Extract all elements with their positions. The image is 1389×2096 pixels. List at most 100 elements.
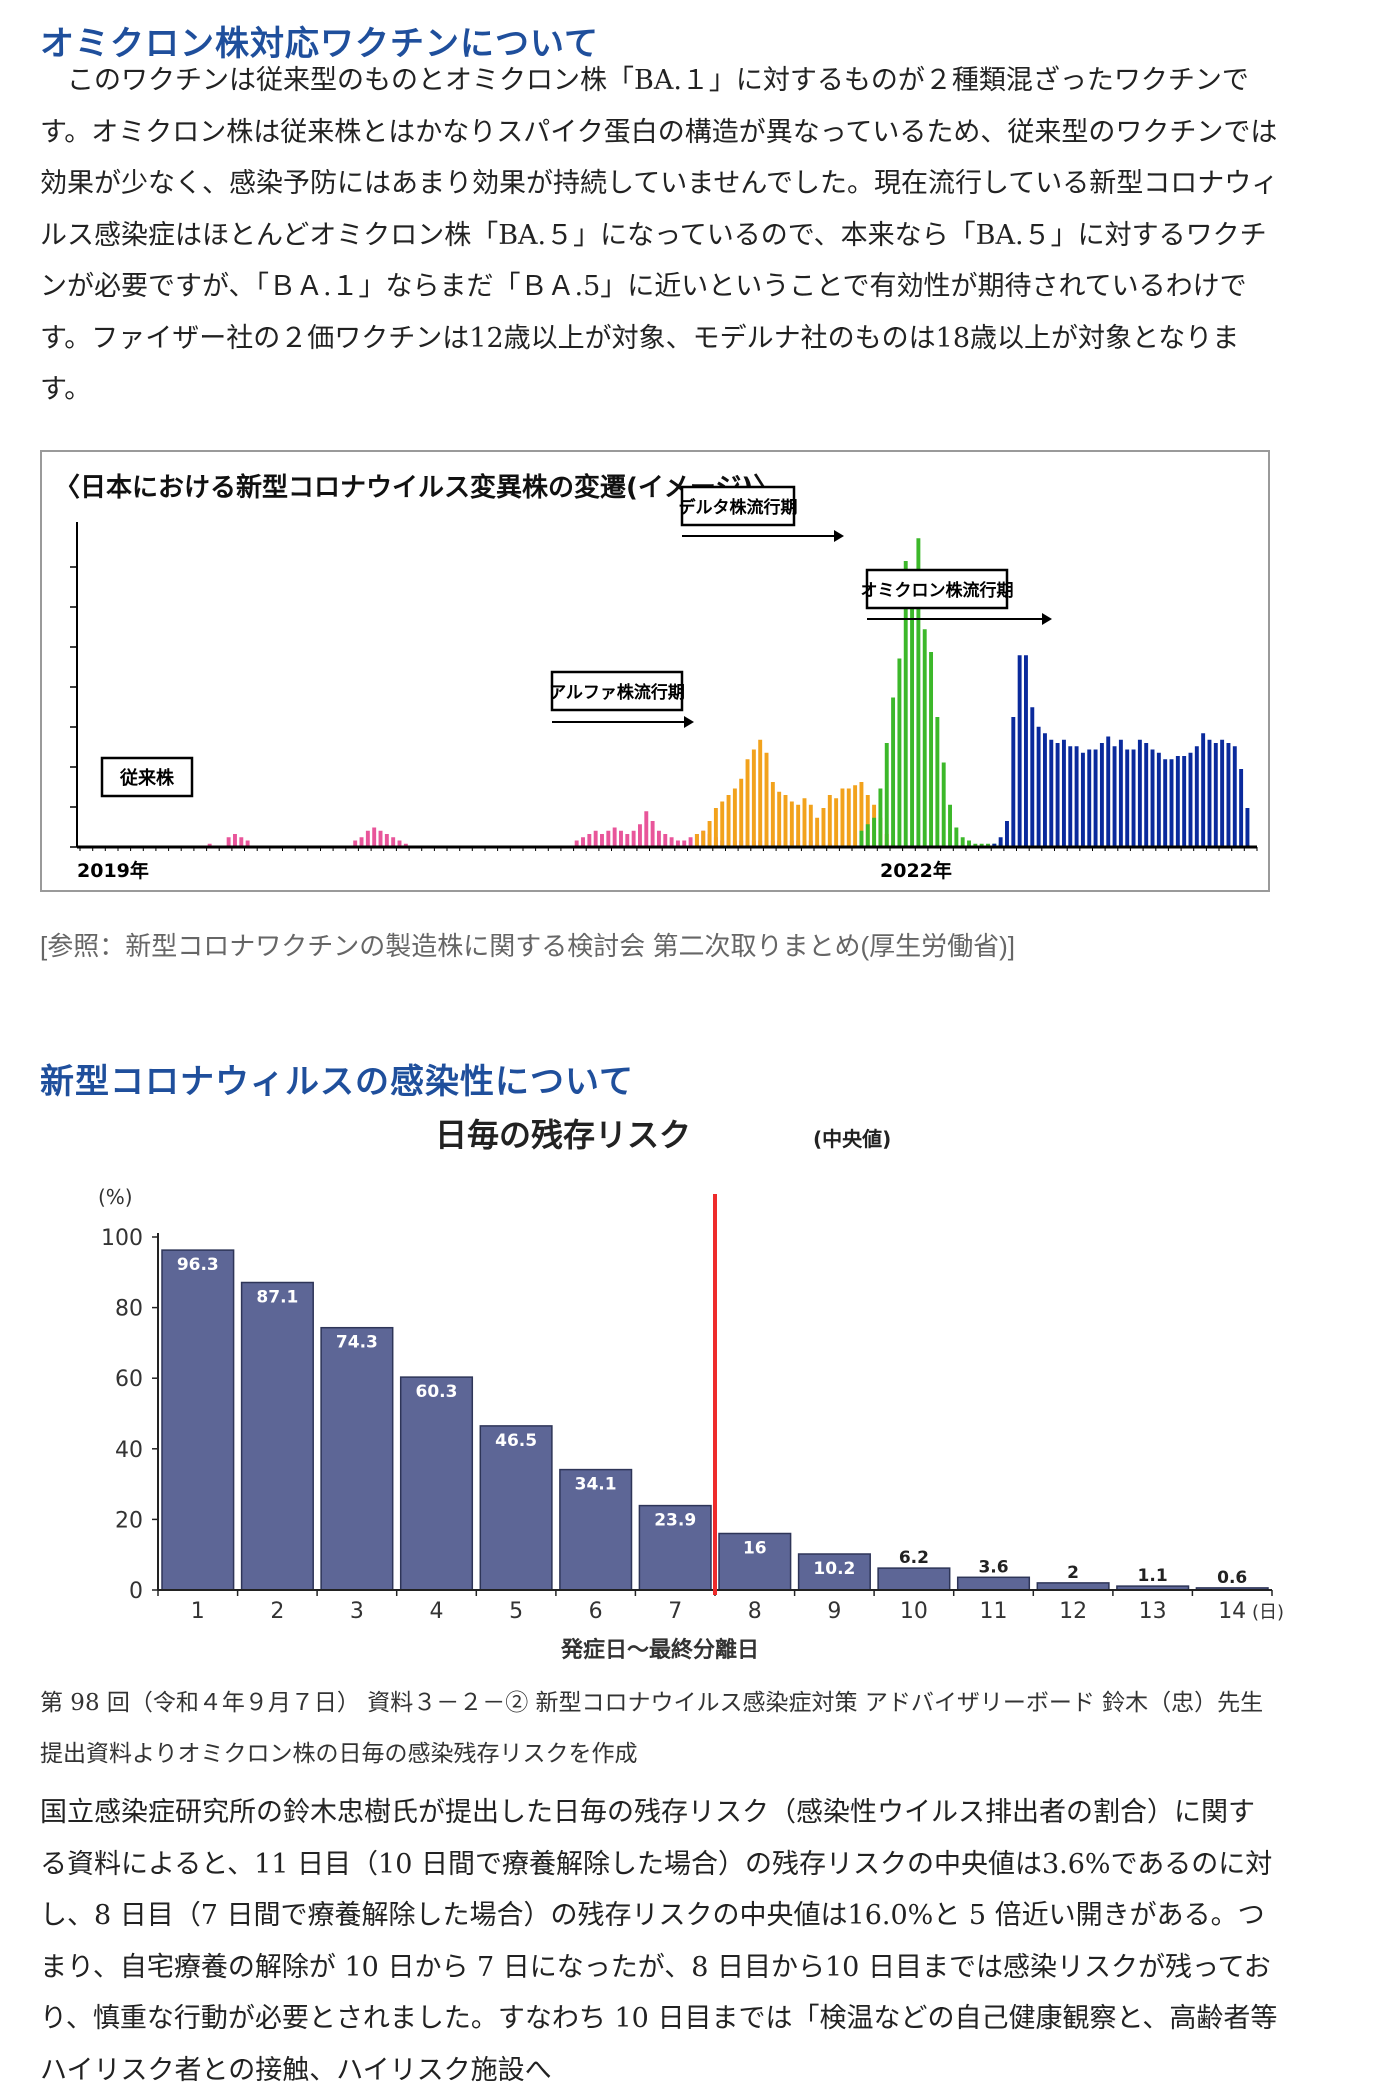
delta-bar	[948, 804, 952, 847]
x-tick-label: 14	[1218, 1599, 1246, 1624]
alpha-bar	[713, 808, 718, 847]
conventional-bar	[619, 830, 623, 847]
omicron-bar	[1061, 739, 1066, 847]
bar	[638, 1504, 712, 1591]
variant-transition-chart: 〈日本における新型コロナウイルス変異株の変遷(イメージ)〉 従来株 アルファ株流…	[54, 472, 1258, 882]
delta-bar	[941, 762, 946, 847]
vaccine-paragraph: このワクチンは従来型のものとオミクロン株「BA.１」に対するものが２種類混ざった…	[40, 55, 1280, 416]
omicron-bar	[1245, 808, 1250, 847]
omicron-bar	[1042, 733, 1047, 847]
conventional-bar	[353, 840, 358, 847]
x-tick-label: 7	[668, 1599, 682, 1624]
omicron-bar	[1074, 746, 1079, 847]
delta-bar	[986, 843, 990, 847]
bar	[877, 1567, 951, 1591]
x-axis-ticks: 1 2 3 4 5 6 7 8 9 10 11 12 13 14	[191, 1599, 1246, 1624]
omicron-bar	[1220, 739, 1225, 847]
alpha-bar	[770, 782, 775, 847]
alpha-bar	[726, 795, 731, 847]
chart-title: 日毎の残存リスク	[435, 1116, 691, 1154]
omicron-bar	[1137, 739, 1142, 847]
conventional-bar	[359, 837, 364, 847]
bar	[956, 1576, 1031, 1591]
omicron-bar	[1080, 752, 1085, 847]
omicron-bar	[1194, 746, 1199, 847]
alpha-bar	[783, 795, 788, 847]
conventional-bar	[378, 830, 383, 847]
delta-bar	[960, 837, 965, 847]
omicron-bar	[1106, 736, 1111, 847]
conventional-label: 従来株	[119, 767, 175, 789]
bar-value-label: 10.2	[813, 1559, 855, 1579]
omicron-bar	[1182, 756, 1187, 847]
delta-label-box: デルタ株流行期	[679, 485, 844, 542]
alpha-bar	[745, 759, 750, 847]
chart-source-note-text: 第 98 回（令和４年９月７日） 資料３－２－② 新型コロナウイルス感染症対策 …	[40, 1690, 1264, 1767]
omicron-bar	[1175, 756, 1180, 847]
omicron-bar	[1232, 746, 1237, 847]
bar	[1036, 1582, 1110, 1591]
omicron-bar	[1093, 749, 1098, 847]
omicron-bar	[1213, 743, 1218, 847]
alpha-bar	[853, 785, 858, 847]
variant-transition-figure: 〈日本における新型コロナウイルス変異株の変遷(イメージ)〉 従来株 アルファ株流…	[40, 450, 1270, 892]
conventional-bar	[600, 834, 604, 847]
bars: 96.3 87.1 74.3 60.3 46.5 34.1 23.9 16 10.2 6.2 3.6…	[161, 1249, 1269, 1591]
omicron-bar	[1150, 749, 1155, 847]
section-title-omicron-vaccine: オミクロン株対応ワクチンについて	[40, 24, 599, 64]
x-tick-label: 8	[748, 1599, 762, 1624]
alpha-bar	[802, 798, 807, 847]
alpha-bar	[751, 749, 756, 847]
omicron-bar	[1118, 739, 1123, 847]
alpha-bar	[764, 752, 769, 847]
axes	[157, 1194, 1273, 1596]
vaccine-paragraph-text: このワクチンは従来型のものとオミクロン株「BA.１」に対するものが２種類混ざった…	[40, 65, 1279, 405]
alpha-label-box: アルファ株流行期	[549, 670, 694, 728]
bar	[320, 1326, 394, 1591]
infectivity-paragraph: 国立感染症研究所の鈴木忠樹氏が提出した日毎の残存リスク（感染性ウイルス排出者の割…	[40, 1787, 1280, 2096]
delta-bar	[979, 843, 984, 847]
chart-title-suffix: (中央値)	[813, 1127, 891, 1151]
omicron-bar	[1055, 743, 1060, 847]
year-2019-label: 2019年	[77, 859, 149, 882]
y-tick-label: 100	[101, 1226, 143, 1251]
y-tick-label: 20	[115, 1508, 143, 1533]
conventional-bar	[593, 830, 598, 847]
bar	[161, 1249, 235, 1591]
conventional-bar	[365, 830, 370, 847]
conventional-bar	[656, 830, 661, 847]
conventional-bar	[397, 840, 402, 847]
chart-source-note: 第 98 回（令和４年９月７日） 資料３－２－② 新型コロナウイルス感染症対策 …	[40, 1678, 1280, 1780]
y-tick-label: 0	[129, 1579, 143, 1604]
alpha-arrow-head	[684, 716, 694, 728]
omicron-bar	[1188, 752, 1193, 847]
conventional-bar	[606, 830, 611, 847]
bar-value-label: 23.9	[654, 1511, 696, 1531]
conventional-bar	[688, 837, 693, 847]
section-title-infectivity: 新型コロナウィルスの感染性について	[40, 1062, 634, 1102]
residual-risk-chart: 日毎の残存リスク (中央値) (%) 0 20 40 60 80 100 96.3 87.1…	[40, 1112, 1310, 1672]
bar-value-label: 46.5	[495, 1431, 537, 1451]
alpha-bar	[821, 808, 826, 847]
delta-bar	[922, 629, 927, 847]
conventional-bar	[245, 840, 250, 847]
x-tick-label: 3	[350, 1599, 364, 1624]
bar-value-label: 3.6	[978, 1557, 1008, 1577]
x-tick-label: 5	[509, 1599, 523, 1624]
residual-risk-svg: 日毎の残存リスク (中央値) (%) 0 20 40 60 80 100 96.3 87.1…	[98, 1116, 1284, 1663]
y-tick-label: 80	[115, 1297, 143, 1322]
alpha-bar	[846, 788, 851, 847]
y-axis-ticks	[70, 566, 1258, 851]
bar-value-label: 87.1	[256, 1288, 298, 1308]
alpha-bar	[777, 791, 782, 847]
delta-bar	[929, 652, 934, 847]
x-tick-label: 9	[827, 1599, 841, 1624]
omicron-bar	[1239, 769, 1244, 847]
bar	[240, 1281, 314, 1591]
omicron-arrow-head	[1042, 613, 1052, 625]
omicron-bar	[1112, 746, 1117, 847]
conventional-bar	[631, 830, 636, 847]
omicron-bar	[1169, 759, 1174, 847]
y-axis-unit: (%)	[98, 1185, 133, 1209]
omicron-bar	[1201, 733, 1206, 847]
